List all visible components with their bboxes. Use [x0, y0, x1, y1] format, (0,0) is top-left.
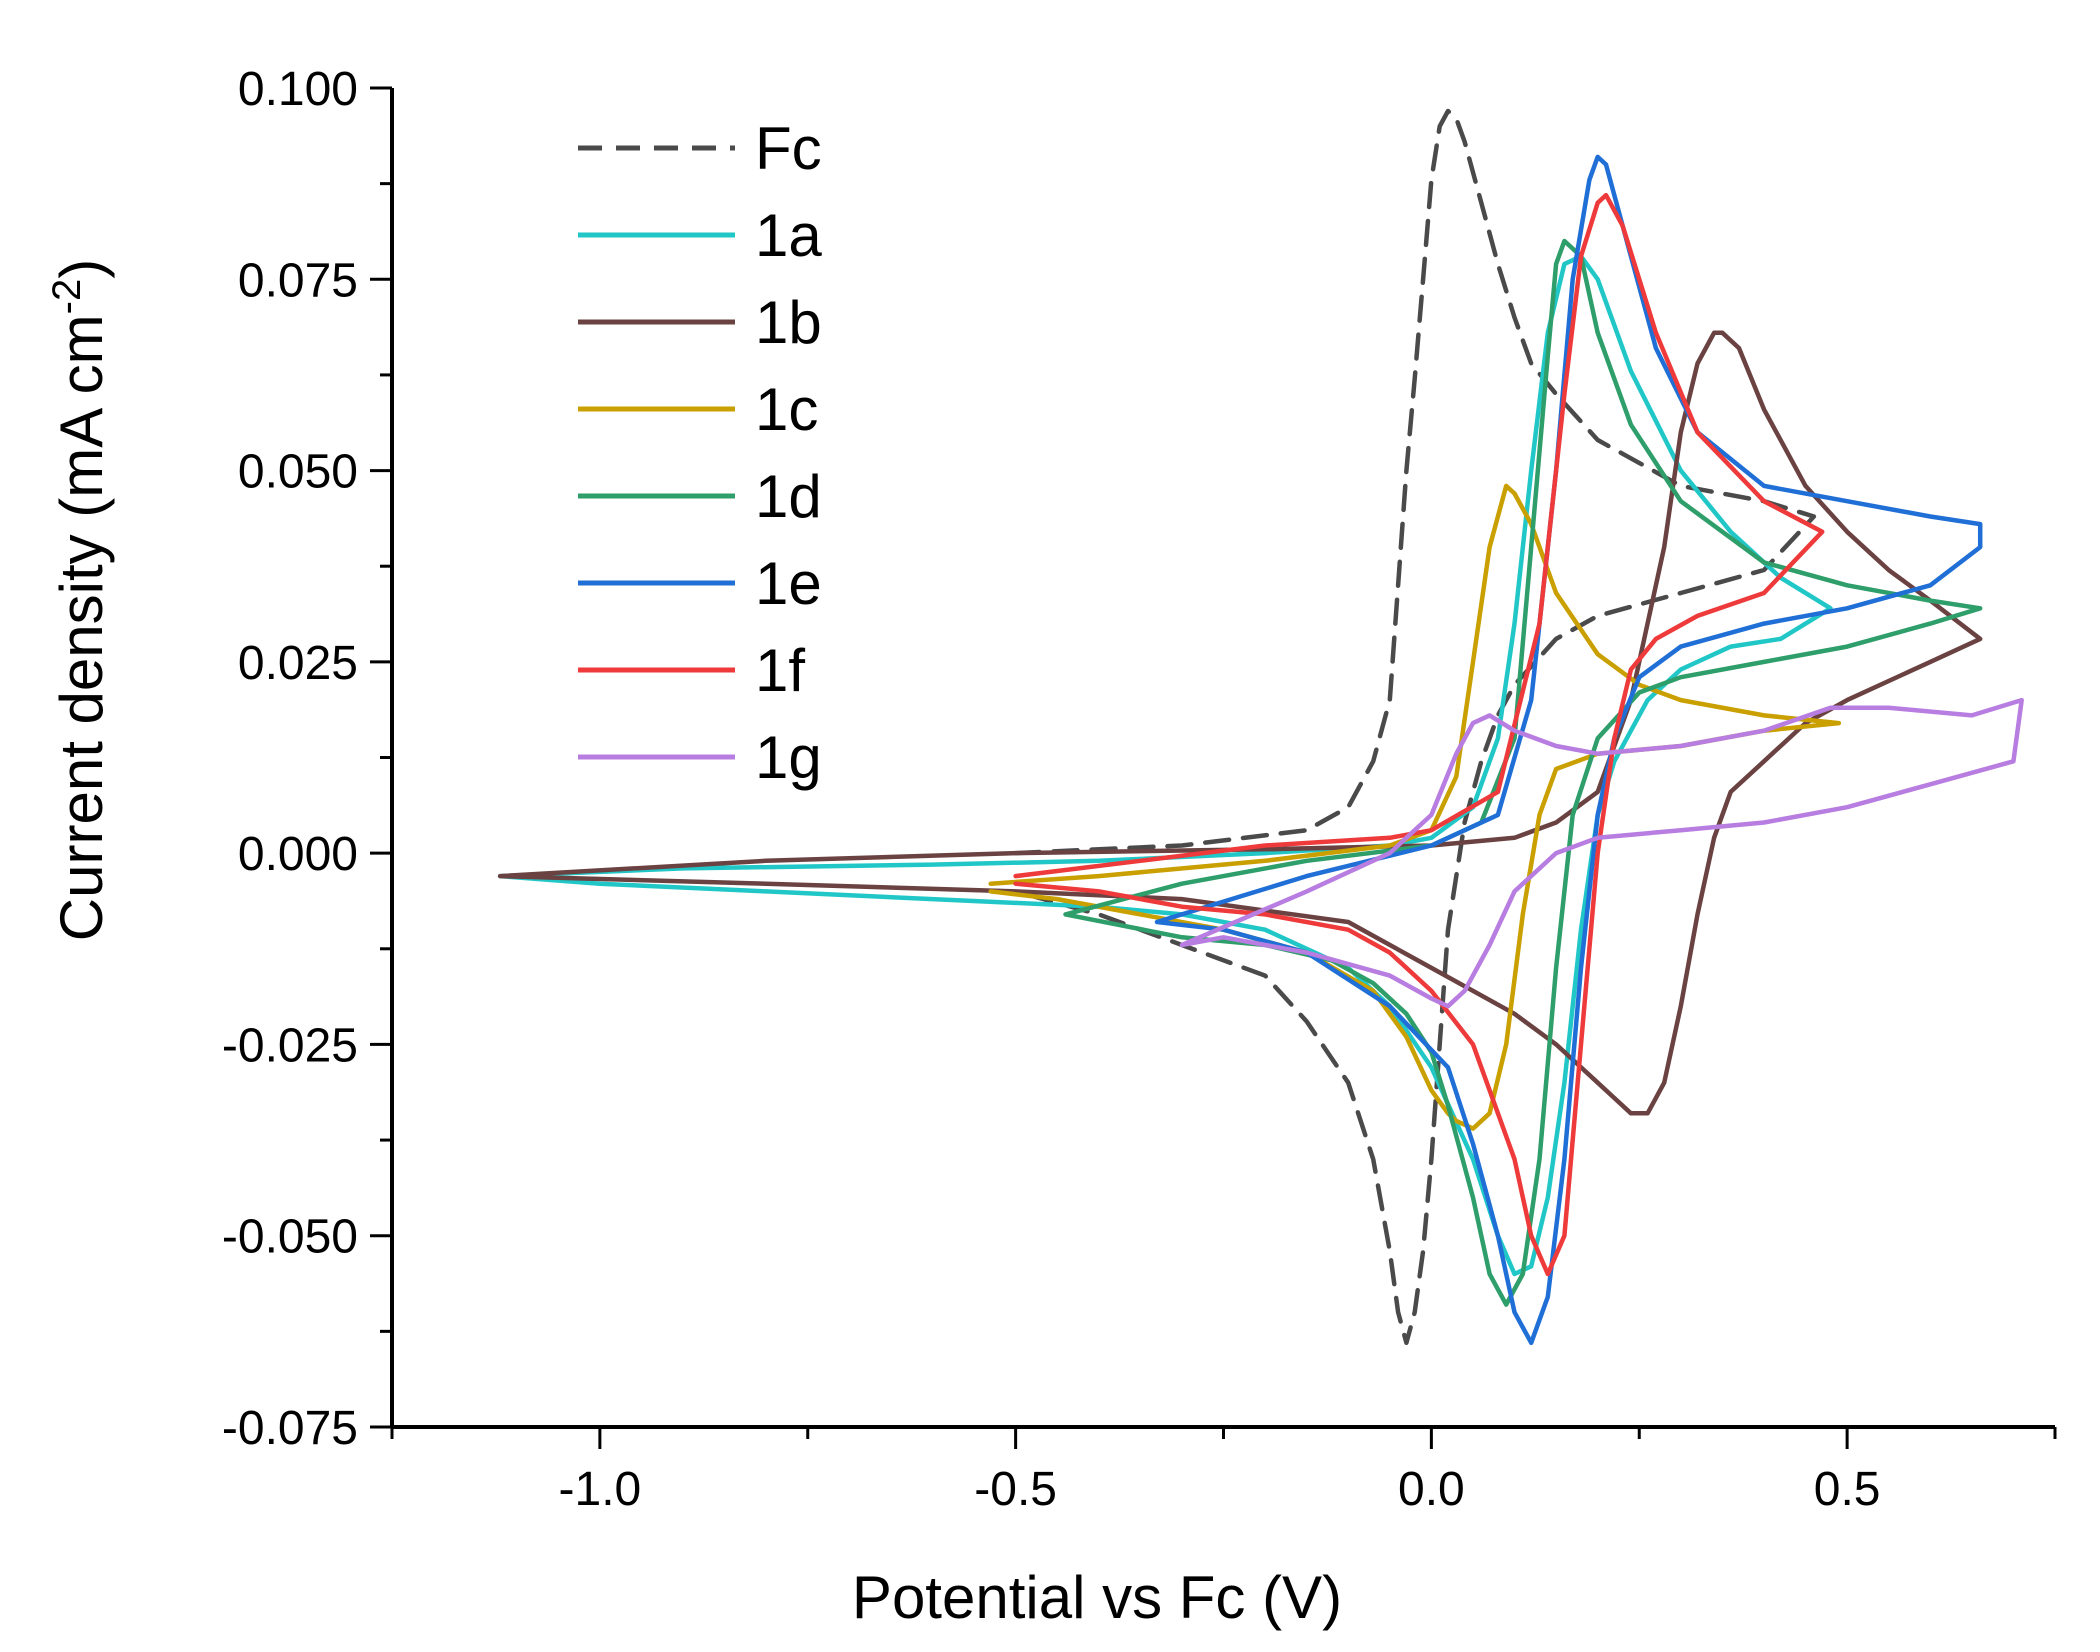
legend-label-1g: 1g [755, 724, 822, 791]
legend: Fc 1a 1b 1c 1d 1e 1f 1g [578, 115, 822, 791]
axes-layer: 0.100 0.075 0.050 0.025 0.000 -0.025 -0.050 -0.… [222, 63, 2057, 1516]
legend-label-1f: 1f [755, 637, 805, 704]
y-tick-label: -0.050 [222, 1211, 358, 1264]
series-line-1d [1063, 238, 1983, 1307]
legend-label-1c: 1c [755, 376, 818, 443]
legend-label-fc: Fc [755, 115, 822, 182]
x-tick-label: 0.5 [1814, 1463, 1881, 1516]
legend-label-1d: 1d [755, 463, 822, 530]
x-tick-label: -1.0 [559, 1463, 642, 1516]
x-axis-title: Potential vs Fc (V) [852, 1564, 1342, 1631]
y-tick-label: 0.025 [238, 637, 358, 690]
series-layer [497, 108, 2024, 1346]
y-tick-label: 0.075 [238, 254, 358, 307]
series-line-fc [1013, 108, 1817, 1346]
y-tick-label: 0.000 [238, 828, 358, 881]
y-tick-label: 0.100 [238, 63, 358, 116]
y-tick-label: 0.050 [238, 446, 358, 499]
series-line-1f [1013, 192, 1825, 1277]
series-line-1e [1154, 154, 1983, 1346]
y-axis-title-sup: -2 [45, 279, 89, 315]
legend-label-1a: 1a [755, 202, 822, 269]
legend-label-1b: 1b [755, 289, 822, 356]
y-axis-title: Current density (mA cm-2) [45, 259, 115, 941]
x-tick-label: 0.0 [1398, 1463, 1465, 1516]
x-tick-label: -0.5 [974, 1463, 1057, 1516]
y-tick-label: -0.025 [222, 1019, 358, 1072]
series-line-1g [1179, 697, 2024, 1009]
y-axis-title-close: ) [48, 259, 115, 279]
y-tick-label: -0.075 [222, 1402, 358, 1455]
legend-label-1e: 1e [755, 550, 822, 617]
y-axis-title-main: Current density (mA cm [48, 314, 115, 941]
series-line-1b [497, 330, 1983, 1116]
